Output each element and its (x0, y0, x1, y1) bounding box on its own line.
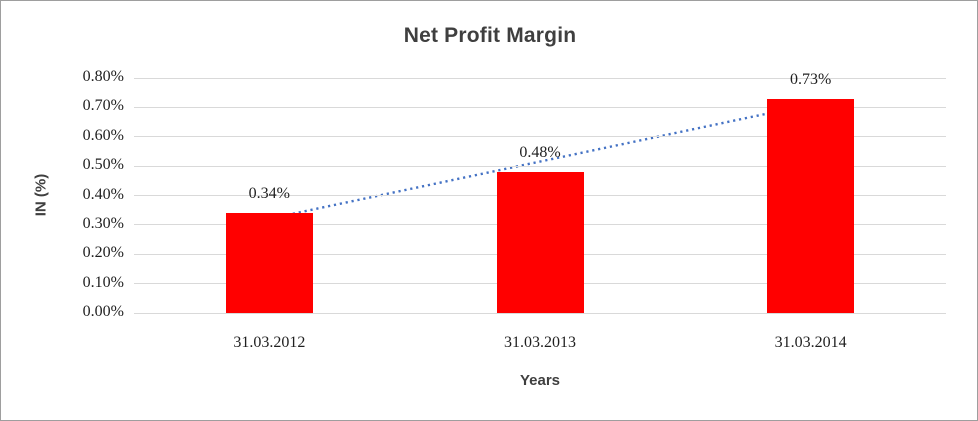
data-label-31.03.2012: 0.34% (248, 185, 290, 203)
y-tick-label: 0.30% (82, 214, 124, 232)
gridline-0.70% (134, 106, 946, 108)
y-tick-label: 0.80% (82, 68, 124, 85)
gridline-0.50% (134, 165, 946, 167)
y-tick-label: 0.20% (82, 244, 124, 262)
y-tick-label: 0.70% (82, 97, 124, 115)
x-axis-title: Years (519, 372, 561, 389)
gridline-0.60% (134, 136, 946, 138)
y-tick-label: 0.50% (82, 156, 124, 174)
bar-31.03.2012 (225, 213, 313, 313)
data-label-31.03.2014: 0.73% (789, 70, 832, 88)
data-label-31.03.2013: 0.48% (519, 144, 561, 161)
y-tick-label: 0.00% (82, 303, 124, 320)
chart-title: Net Profit Margin (403, 24, 577, 47)
bar-31.03.2013 (496, 172, 584, 313)
x-category-label: 31.03.2012 (233, 334, 306, 351)
x-category-label: 31.03.2013 (504, 334, 576, 351)
y-tick-label: 0.40% (82, 185, 124, 203)
bar-31.03.2014 (767, 98, 855, 313)
gridline-0.00% (134, 312, 946, 314)
x-category-label: 31.03.2014 (774, 334, 847, 351)
gridline-0.80% (134, 77, 946, 79)
y-tick-label: 0.10% (82, 273, 124, 291)
y-tick-label: 0.60% (82, 126, 124, 144)
